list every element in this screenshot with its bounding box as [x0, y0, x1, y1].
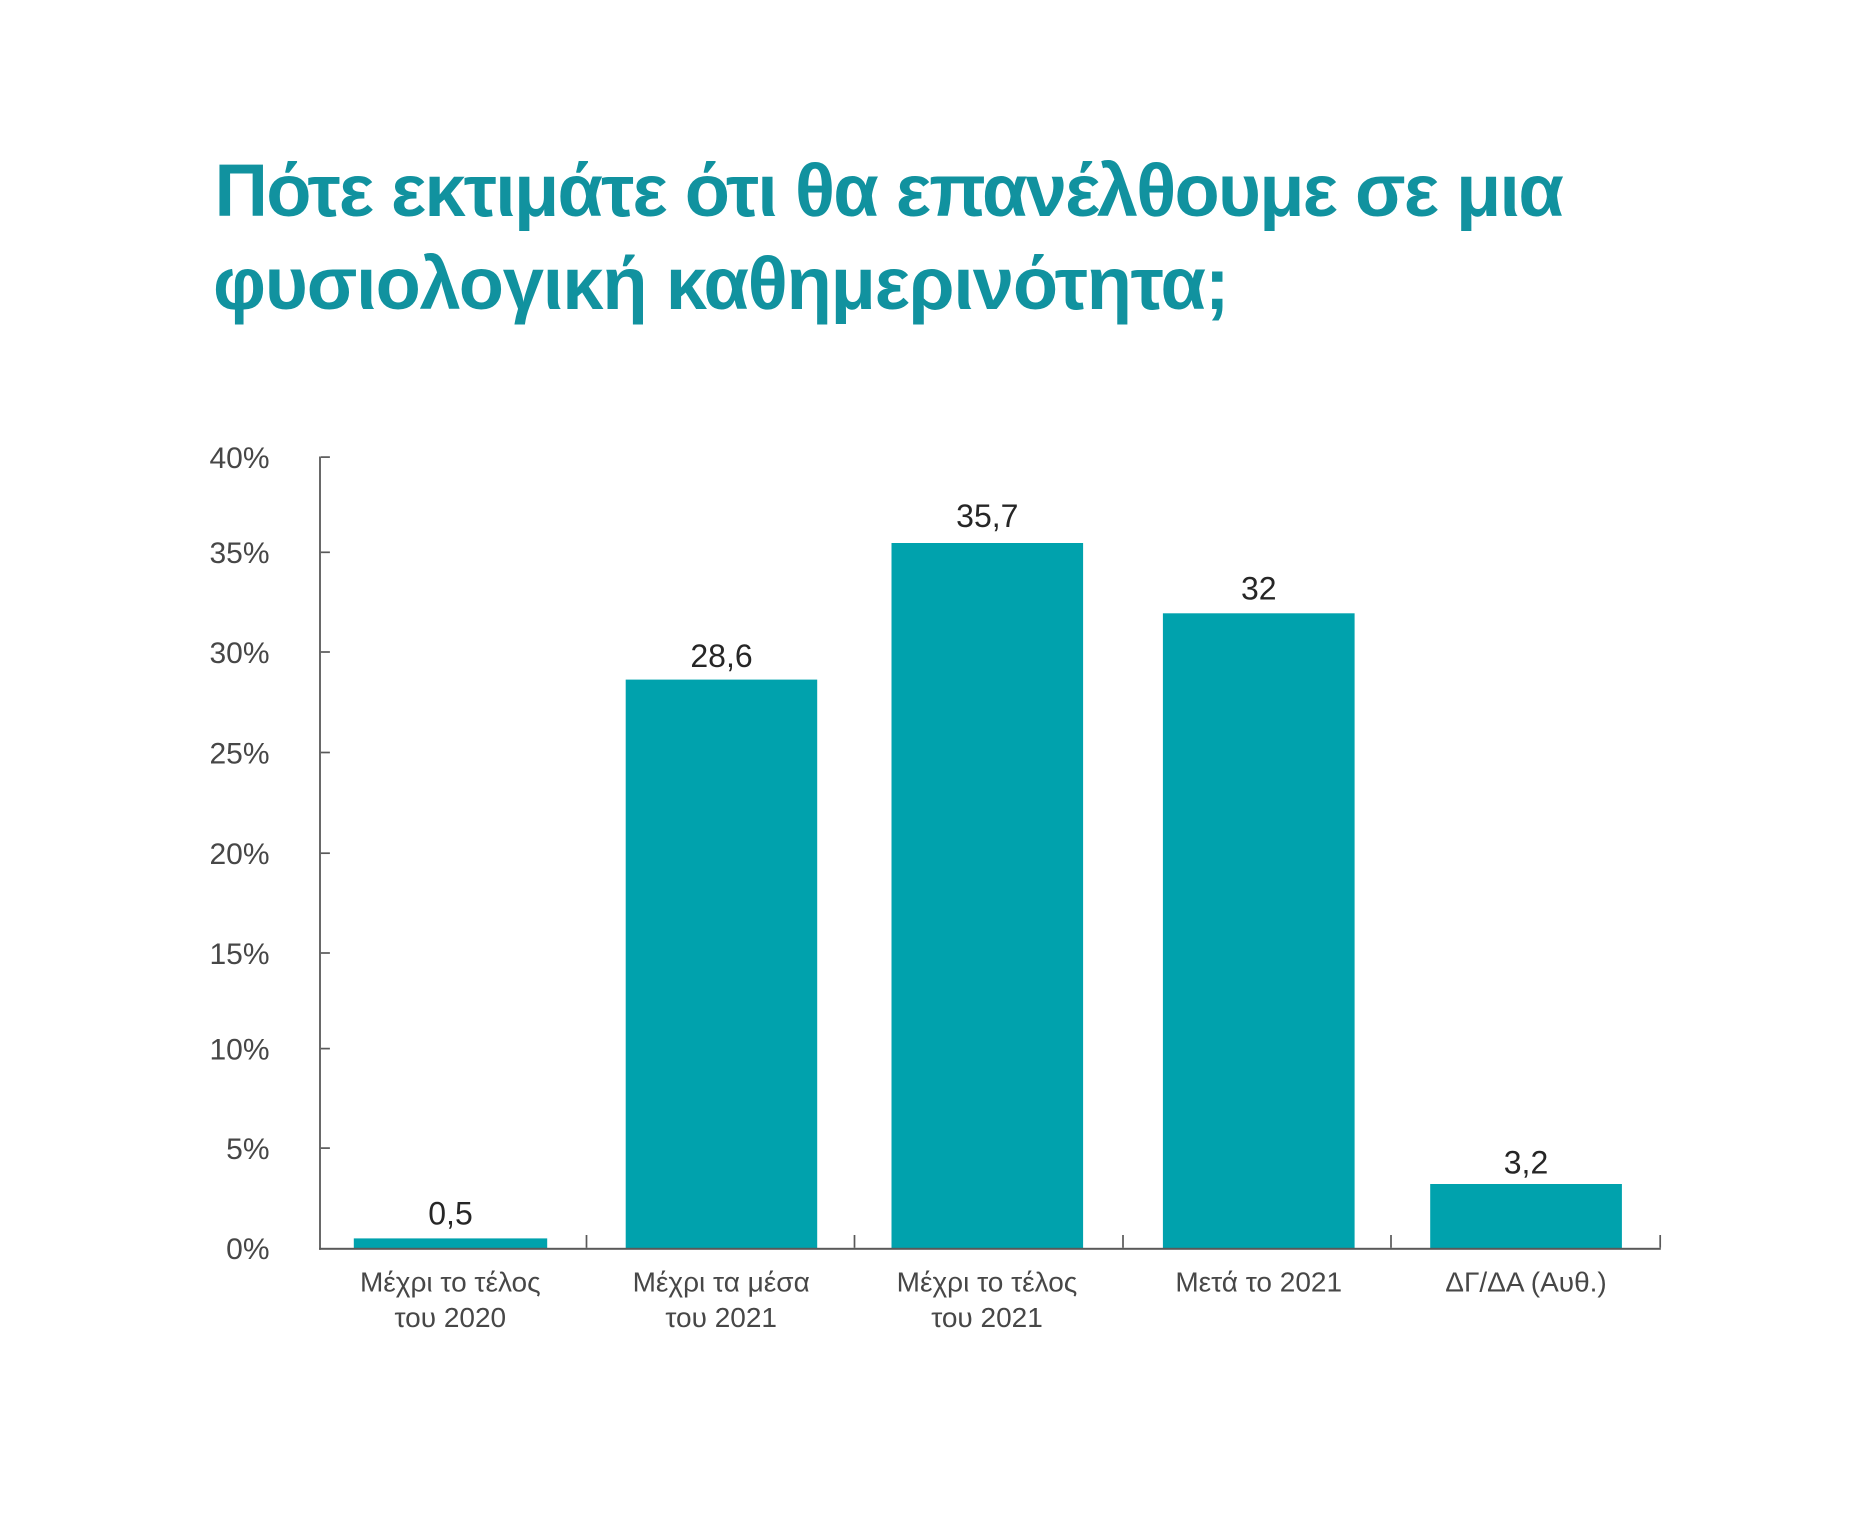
svg-text:30%: 30%: [209, 637, 269, 670]
svg-text:του 2021: του 2021: [665, 1302, 777, 1333]
svg-text:Μέχρι το τέλος: Μέχρι το τέλος: [897, 1267, 1078, 1298]
svg-text:40%: 40%: [209, 442, 269, 475]
svg-text:Μετά το 2021: Μετά το 2021: [1175, 1267, 1342, 1298]
svg-text:του 2020: του 2020: [394, 1302, 506, 1333]
svg-text:Πότε εκτιμάτε ότι θα επανέλθου: Πότε εκτιμάτε ότι θα επανέλθουμε σε μια: [215, 149, 1564, 232]
svg-text:0,5: 0,5: [428, 1195, 472, 1231]
svg-text:φυσιολογική καθημερινότητα;: φυσιολογική καθημερινότητα;: [213, 242, 1228, 325]
svg-text:5%: 5%: [226, 1133, 269, 1166]
svg-text:3,2: 3,2: [1504, 1145, 1548, 1181]
svg-text:35,7: 35,7: [956, 498, 1018, 534]
svg-text:25%: 25%: [209, 737, 269, 770]
svg-text:του 2021: του 2021: [931, 1302, 1043, 1333]
svg-text:ΔΓ/ΔΑ (Αυθ.): ΔΓ/ΔΑ (Αυθ.): [1445, 1267, 1607, 1298]
svg-text:15%: 15%: [209, 938, 269, 971]
svg-text:35%: 35%: [209, 537, 269, 570]
svg-text:32: 32: [1241, 570, 1277, 606]
svg-text:Μέχρι τα μέσα: Μέχρι τα μέσα: [633, 1267, 810, 1298]
svg-text:28,6: 28,6: [690, 638, 752, 674]
svg-text:0%: 0%: [226, 1233, 269, 1266]
svg-text:10%: 10%: [209, 1033, 269, 1066]
svg-text:Μέχρι το τέλος: Μέχρι το τέλος: [360, 1267, 541, 1298]
svg-text:20%: 20%: [209, 838, 269, 871]
